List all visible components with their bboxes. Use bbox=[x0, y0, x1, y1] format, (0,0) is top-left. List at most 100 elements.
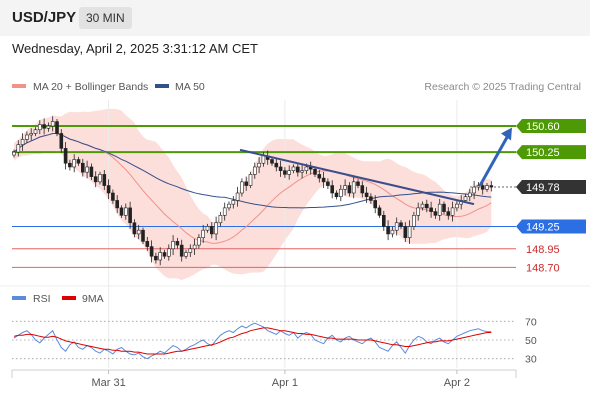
candle-body bbox=[85, 166, 89, 173]
candle bbox=[485, 182, 489, 192]
candle bbox=[381, 210, 386, 231]
candle bbox=[136, 224, 141, 240]
candle bbox=[455, 200, 459, 212]
candle bbox=[420, 201, 425, 211]
candle-body bbox=[287, 170, 292, 175]
trendline bbox=[239, 148, 475, 206]
candle bbox=[351, 176, 356, 199]
candle-body bbox=[480, 185, 485, 190]
candle-body bbox=[424, 203, 429, 209]
price-level-badge: 150.25 bbox=[516, 145, 586, 160]
price-level-label: 149.78 bbox=[526, 182, 560, 194]
candle-body bbox=[261, 155, 266, 164]
candle-body bbox=[295, 166, 300, 173]
price-level-label: 148.95 bbox=[526, 244, 560, 256]
candle-body bbox=[29, 133, 34, 136]
rsi-level-label: 50 bbox=[525, 335, 537, 347]
time-axis-layer: Mar 31 Apr 1 Apr 2 bbox=[11, 369, 517, 389]
candle-body bbox=[291, 166, 296, 171]
symbol-title: USD/JPY bbox=[12, 9, 77, 26]
candle-body bbox=[50, 121, 55, 127]
candle bbox=[145, 236, 150, 251]
candle-body bbox=[381, 215, 386, 227]
candle-body bbox=[274, 162, 279, 168]
candle bbox=[29, 128, 34, 141]
candle bbox=[111, 189, 115, 204]
candle-body bbox=[446, 211, 451, 216]
candle-layer bbox=[12, 116, 494, 266]
candle bbox=[158, 247, 162, 266]
time-axis-label: Apr 2 bbox=[444, 377, 470, 389]
candle-body bbox=[420, 203, 425, 209]
candle bbox=[347, 182, 352, 197]
candle-body bbox=[197, 237, 201, 246]
candle bbox=[446, 207, 451, 220]
candle bbox=[76, 156, 81, 166]
candle-body bbox=[33, 129, 38, 134]
moving-average-layer bbox=[13, 133, 492, 244]
candle bbox=[214, 216, 218, 241]
candle-body bbox=[55, 121, 59, 134]
candle bbox=[248, 171, 253, 189]
price-level-layer bbox=[12, 125, 516, 268]
candle bbox=[364, 186, 369, 203]
candle bbox=[283, 167, 287, 178]
candle bbox=[403, 222, 408, 243]
candle-body bbox=[106, 185, 111, 194]
candle bbox=[330, 180, 335, 199]
candle-body bbox=[244, 181, 248, 186]
rsi-line bbox=[13, 322, 492, 360]
ma20-legend-swatch bbox=[12, 84, 26, 88]
candle-body bbox=[89, 166, 94, 177]
candle-body bbox=[313, 168, 317, 175]
rsi-legend-label: RSI bbox=[33, 293, 51, 305]
candle bbox=[257, 157, 261, 174]
candle-body bbox=[141, 229, 145, 242]
candle bbox=[93, 171, 98, 188]
candle bbox=[317, 170, 322, 183]
candle bbox=[240, 178, 244, 197]
candle-body bbox=[390, 229, 395, 235]
candle bbox=[102, 170, 107, 190]
candle-body bbox=[149, 246, 154, 257]
candle bbox=[412, 211, 416, 230]
candle bbox=[119, 205, 124, 218]
candle bbox=[124, 203, 128, 220]
copyright-notice: Research © 2025 Trading Central bbox=[424, 81, 581, 93]
candle-body bbox=[72, 159, 76, 168]
price-level-badge-bg bbox=[516, 180, 586, 195]
candle bbox=[42, 118, 46, 135]
candle bbox=[235, 186, 240, 207]
candle-body bbox=[304, 166, 309, 171]
candle bbox=[81, 158, 85, 177]
candle bbox=[175, 237, 180, 249]
timeframe-badge[interactable]: 30 MIN bbox=[79, 7, 132, 29]
candle-body bbox=[278, 166, 283, 171]
candle bbox=[154, 252, 158, 264]
candle-body bbox=[42, 124, 46, 129]
candle bbox=[149, 240, 154, 263]
candle-body bbox=[119, 207, 124, 216]
price-level-label: 150.25 bbox=[526, 147, 560, 159]
candle-body bbox=[222, 207, 227, 216]
time-axis-label: Mar 31 bbox=[91, 377, 125, 389]
header-bar: USD/JPY 30 MIN bbox=[0, 0, 590, 36]
candle bbox=[278, 160, 283, 177]
candle-body bbox=[334, 192, 339, 198]
candle-body bbox=[111, 192, 115, 201]
candle-body bbox=[437, 203, 442, 216]
candle bbox=[407, 220, 412, 244]
candle bbox=[295, 162, 300, 177]
candle-body bbox=[214, 222, 218, 235]
candle-body bbox=[300, 170, 304, 173]
candle-body bbox=[201, 229, 205, 238]
candle-body bbox=[184, 252, 188, 257]
candle-body bbox=[115, 200, 119, 209]
candle-body bbox=[326, 181, 330, 186]
candle-body bbox=[25, 134, 29, 140]
candle bbox=[59, 129, 64, 153]
candle-body bbox=[76, 159, 81, 164]
candle-body bbox=[218, 215, 223, 224]
